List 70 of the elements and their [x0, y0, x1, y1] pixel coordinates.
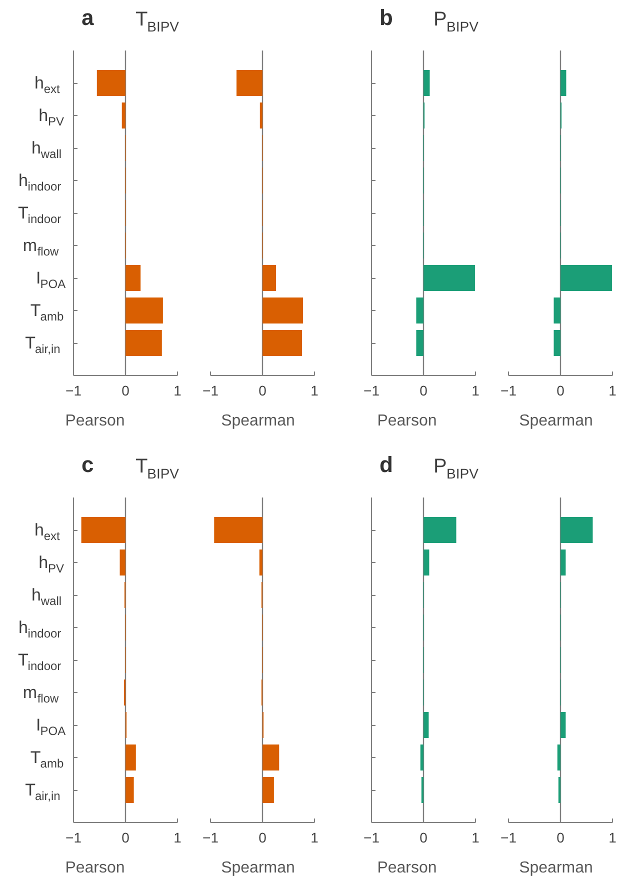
bar [424, 265, 475, 291]
x-tick-label: 0 [556, 830, 565, 846]
x-tick-label: 1 [608, 830, 617, 846]
bar [260, 102, 262, 128]
chart-title: b [380, 5, 393, 30]
x-tick-label: 0 [122, 382, 130, 398]
bar [424, 70, 430, 96]
bar [262, 744, 280, 770]
bar [126, 744, 136, 770]
bar [262, 330, 302, 356]
bar [557, 744, 560, 770]
bar [126, 265, 141, 291]
x-tick-label: 1 [174, 830, 182, 846]
bar [126, 298, 163, 324]
x-tick-label: 0 [258, 830, 267, 846]
bar [262, 298, 304, 324]
x-tick-label: −1 [500, 830, 517, 846]
x-tick-label: −1 [66, 382, 82, 398]
bar [560, 265, 612, 291]
x-tick-label: −1 [500, 382, 517, 398]
x-tick-label: 1 [310, 382, 319, 398]
bar [262, 777, 274, 803]
x-axis-title: Spearman [519, 860, 593, 876]
bar [424, 550, 430, 576]
bar [259, 550, 262, 576]
x-tick-label: −1 [202, 830, 219, 846]
bar [560, 70, 566, 96]
x-tick-label: 1 [174, 382, 182, 398]
bar [81, 517, 126, 543]
x-axis-title: Spearman [221, 412, 295, 430]
x-axis-title: Pearson [377, 412, 437, 430]
bar [554, 330, 560, 356]
bar [214, 517, 262, 543]
x-tick-label: 0 [122, 830, 130, 846]
x-tick-label: 0 [258, 382, 267, 398]
bar [560, 517, 593, 543]
bar [96, 70, 126, 96]
x-tick-label: −1 [202, 382, 219, 398]
chart-title: c [82, 452, 94, 477]
bar [554, 298, 560, 324]
x-tick-label: −1 [364, 382, 380, 398]
x-axis-title: Pearson [377, 860, 437, 876]
x-tick-label: 1 [310, 830, 319, 846]
x-tick-label: 0 [556, 382, 565, 398]
chart-title: a [82, 5, 94, 30]
bar [236, 70, 262, 96]
bar [120, 550, 126, 576]
bar [560, 712, 566, 738]
x-axis-title: Pearson [65, 860, 125, 876]
bar [560, 550, 566, 576]
x-tick-label: −1 [364, 830, 380, 846]
bar [126, 330, 162, 356]
bar [424, 712, 429, 738]
bar [126, 777, 134, 803]
x-tick-label: 0 [420, 382, 428, 398]
bar [262, 265, 276, 291]
x-tick-label: −1 [66, 830, 82, 846]
x-tick-label: 1 [472, 830, 480, 846]
x-tick-label: 0 [420, 830, 428, 846]
x-tick-label: 1 [608, 382, 617, 398]
x-axis-title: Pearson [65, 412, 125, 430]
x-tick-label: 1 [472, 382, 480, 398]
x-axis-title: Spearman [519, 412, 593, 430]
x-axis-title: Spearman [221, 860, 295, 876]
bar [420, 744, 424, 770]
bar [122, 102, 126, 128]
bar [416, 330, 424, 356]
bar [424, 517, 456, 543]
bar [416, 298, 424, 324]
chart-title: d [380, 452, 393, 477]
